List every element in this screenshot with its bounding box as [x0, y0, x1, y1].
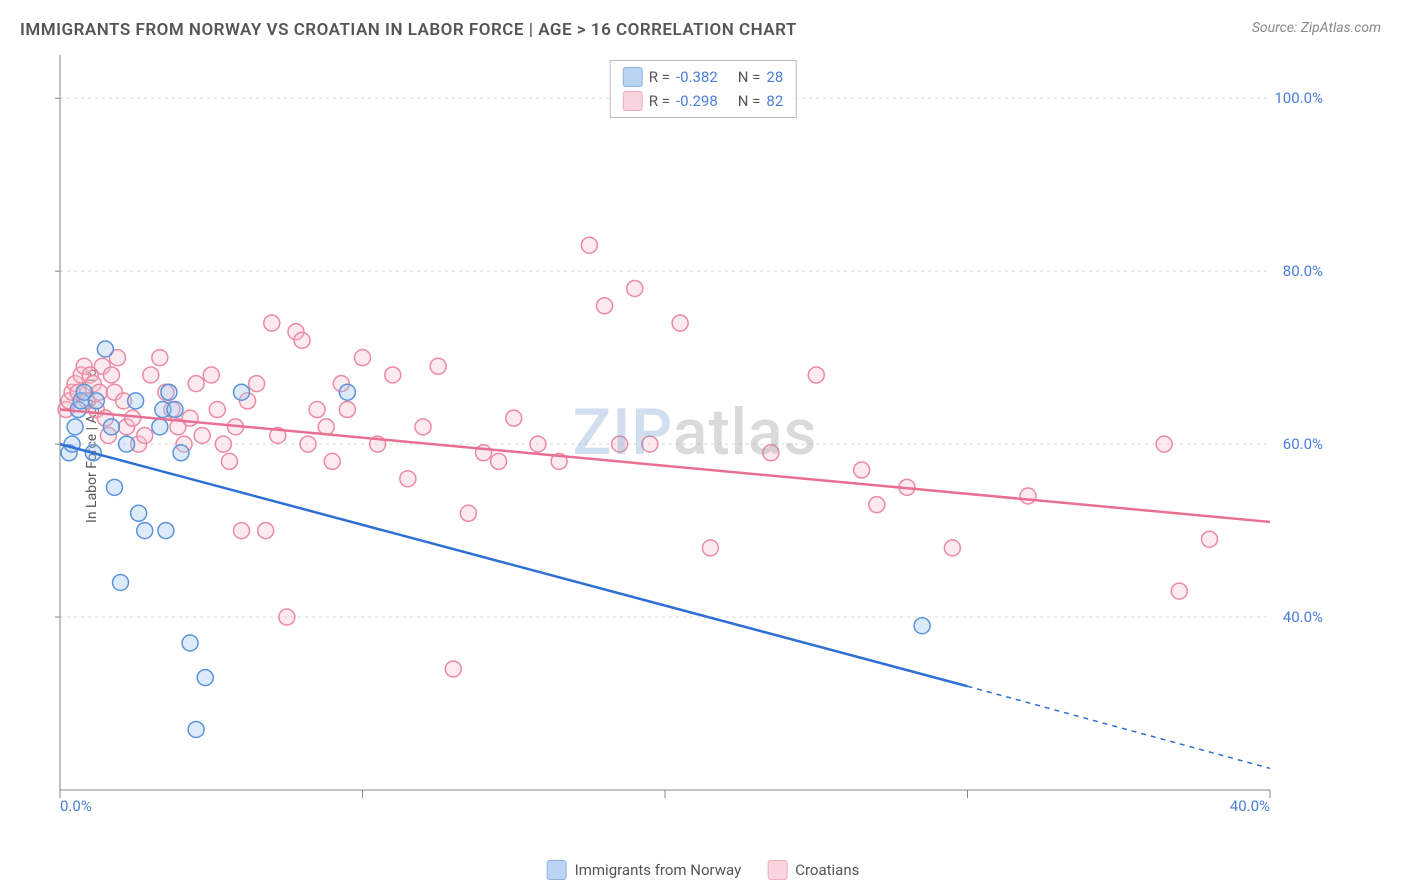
- series-legend-item: Croatians: [767, 860, 859, 880]
- y-tick-label: 60.0%: [1283, 435, 1323, 453]
- legend-n-value: 82: [766, 92, 783, 110]
- y-tick-label: 40.0%: [1283, 608, 1323, 626]
- y-tick-label: 80.0%: [1283, 262, 1323, 280]
- legend-row: R = -0.298 N = 82: [623, 89, 784, 113]
- legend-swatch: [623, 67, 643, 87]
- series-legend: Immigrants from Norway Croatians: [547, 860, 860, 880]
- legend-row: R = -0.382 N = 28: [623, 65, 784, 89]
- x-tick-label: 40.0%: [1230, 797, 1270, 815]
- correlation-legend: R = -0.382 N = 28 R = -0.298 N = 82: [610, 60, 797, 118]
- series-legend-item: Immigrants from Norway: [547, 860, 742, 880]
- legend-r-label: R =: [649, 68, 670, 86]
- series-legend-label: Immigrants from Norway: [575, 861, 742, 879]
- source-attribution: Source: ZipAtlas.com: [1252, 20, 1381, 36]
- legend-swatch: [767, 860, 787, 880]
- scatter-plot-svg: [55, 55, 1335, 825]
- legend-r-label: R =: [649, 92, 670, 110]
- legend-n-label: N =: [738, 92, 761, 110]
- legend-r-value: -0.382: [676, 68, 718, 86]
- chart-title: IMMIGRANTS FROM NORWAY VS CROATIAN IN LA…: [20, 20, 797, 40]
- legend-swatch: [547, 860, 567, 880]
- y-tick-label: 100.0%: [1274, 89, 1323, 107]
- legend-swatch: [623, 91, 643, 111]
- chart-area: ZIPatlas 40.0%60.0%80.0%100.0% 0.0%40.0%: [55, 55, 1335, 825]
- series-legend-label: Croatians: [795, 861, 859, 879]
- legend-r-value: -0.298: [676, 92, 718, 110]
- legend-n-value: 28: [766, 68, 783, 86]
- legend-n-label: N =: [738, 68, 761, 86]
- x-tick-label: 0.0%: [60, 797, 92, 815]
